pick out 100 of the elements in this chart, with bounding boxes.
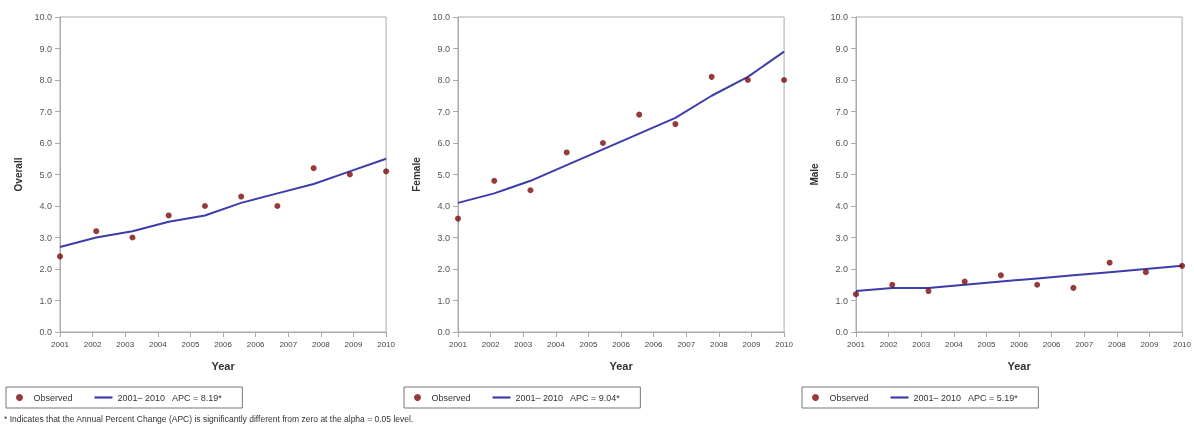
y-tick-label: 4.0 xyxy=(835,201,848,211)
text: * Indicates that the Annual Percent Change (APC) is significantly different from zero at the alpha = 0.05 level. xyxy=(4,414,414,424)
x-tick-label: 2010 xyxy=(775,339,794,349)
x-tick-label: 2002 xyxy=(83,339,103,349)
y-tick-label: 9.0 xyxy=(835,43,848,54)
y-axis-title: Female xyxy=(411,156,423,192)
x-tick-label: 2002 xyxy=(879,339,899,349)
y-tick-label: 1.0 xyxy=(437,295,450,306)
y-tick-label: 2.0 xyxy=(39,264,52,274)
y-tick-label: 10.0 xyxy=(34,12,52,22)
point xyxy=(744,77,751,83)
point xyxy=(672,121,679,128)
x-tick-label: 2003 xyxy=(116,339,135,349)
y-tick-label: 6.0 xyxy=(39,138,52,148)
x-tick-label: 2009 xyxy=(742,339,761,349)
y-tick-label: 7.0 xyxy=(835,106,848,117)
x-tick-label: 2010 xyxy=(377,339,396,349)
y-tick-label: 4.0 xyxy=(437,201,450,211)
legend-label: 2001– 2010 APC = 5.19* xyxy=(913,392,1019,403)
y-tick-label: 7.0 xyxy=(39,106,52,117)
x-tick-label: 2006 xyxy=(1010,339,1029,349)
point xyxy=(57,253,63,260)
point xyxy=(1106,259,1113,266)
x-tick-label: 2005 xyxy=(977,339,996,349)
point xyxy=(383,168,390,175)
x-tick-label: 2007 xyxy=(677,339,696,349)
y-tick-label: 3.0 xyxy=(437,232,450,243)
y-tick-label: 9.0 xyxy=(437,43,450,54)
point xyxy=(781,77,788,83)
point xyxy=(310,165,317,172)
point xyxy=(1070,284,1077,291)
y-tick-label: 0.0 xyxy=(39,327,52,337)
y-tick-label: 8.0 xyxy=(835,75,848,85)
line-series xyxy=(457,50,786,204)
point xyxy=(925,288,932,295)
x-tick-label: 2003 xyxy=(912,339,931,349)
x-tick-label: 2006 xyxy=(214,339,233,349)
point xyxy=(527,187,534,194)
point xyxy=(346,171,353,178)
x-tick-label: 2006 xyxy=(246,339,266,349)
x-tick-label: 2009 xyxy=(1140,339,1159,349)
point xyxy=(708,73,715,80)
point xyxy=(1179,262,1186,269)
x-tick-label: 2008 xyxy=(1107,339,1127,349)
point xyxy=(636,111,643,118)
x-tick-label: 2006 xyxy=(644,339,664,349)
legend-label: 2001– 2010 APC = 9.04* xyxy=(515,392,621,403)
point xyxy=(853,291,859,298)
y-tick-label: 6.0 xyxy=(437,138,450,148)
x-tick-label: 2002 xyxy=(481,339,501,349)
legend-label: Observed xyxy=(33,392,73,403)
x-axis-title: Year xyxy=(211,359,236,372)
point xyxy=(997,272,1004,279)
y-tick-label: 8.0 xyxy=(437,75,450,85)
line-series xyxy=(59,157,388,248)
y-tick-label: 5.0 xyxy=(39,169,52,180)
x-tick-label: 2009 xyxy=(344,339,363,349)
y-tick-label: 4.0 xyxy=(39,201,52,211)
y-tick-label: 7.0 xyxy=(437,106,450,117)
x-tick-label: 2003 xyxy=(514,339,533,349)
x-tick-label: 2005 xyxy=(579,339,598,349)
x-tick-label: 2004 xyxy=(944,339,964,349)
point xyxy=(274,203,281,209)
point xyxy=(129,234,136,241)
point xyxy=(491,177,498,184)
legend-label: Observed xyxy=(829,392,869,403)
y-tick-label: 2.0 xyxy=(437,264,450,274)
x-tick-label: 2008 xyxy=(311,339,331,349)
y-tick-label: 1.0 xyxy=(835,295,848,306)
x-tick-label: 2007 xyxy=(279,339,298,349)
point xyxy=(93,228,100,235)
legend-label: 2001– 2010 APC = 8.19* xyxy=(117,392,223,403)
y-tick-label: 3.0 xyxy=(39,232,52,243)
y-axis-title: Overall xyxy=(13,157,25,192)
y-tick-label: 1.0 xyxy=(39,295,52,306)
x-tick-label: 2006 xyxy=(1042,339,1062,349)
y-axis-title: Male xyxy=(809,162,821,186)
point xyxy=(1142,269,1149,276)
y-tick-label: 8.0 xyxy=(39,75,52,85)
point xyxy=(238,193,245,200)
point xyxy=(201,203,208,209)
x-axis-title: Year xyxy=(1007,359,1032,372)
y-tick-label: 2.0 xyxy=(835,264,848,274)
x-tick-label: 2004 xyxy=(148,339,168,349)
x-tick-label: 2008 xyxy=(709,339,729,349)
x-tick-label: 2005 xyxy=(181,339,200,349)
legend-label: Observed xyxy=(431,392,471,403)
y-tick-label: 3.0 xyxy=(835,232,848,243)
y-tick-label: 5.0 xyxy=(835,169,848,180)
y-tick-label: 6.0 xyxy=(835,138,848,148)
x-tick-label: 2001 xyxy=(449,339,468,349)
y-tick-label: 9.0 xyxy=(39,43,52,54)
x-tick-label: 2004 xyxy=(546,339,566,349)
y-tick-label: 0.0 xyxy=(437,327,450,337)
x-tick-label: 2010 xyxy=(1173,339,1192,349)
x-tick-label: 2001 xyxy=(847,339,866,349)
y-tick-label: 0.0 xyxy=(835,327,848,337)
x-axis-title: Year xyxy=(609,359,634,372)
point xyxy=(1034,281,1041,288)
point xyxy=(961,278,968,285)
